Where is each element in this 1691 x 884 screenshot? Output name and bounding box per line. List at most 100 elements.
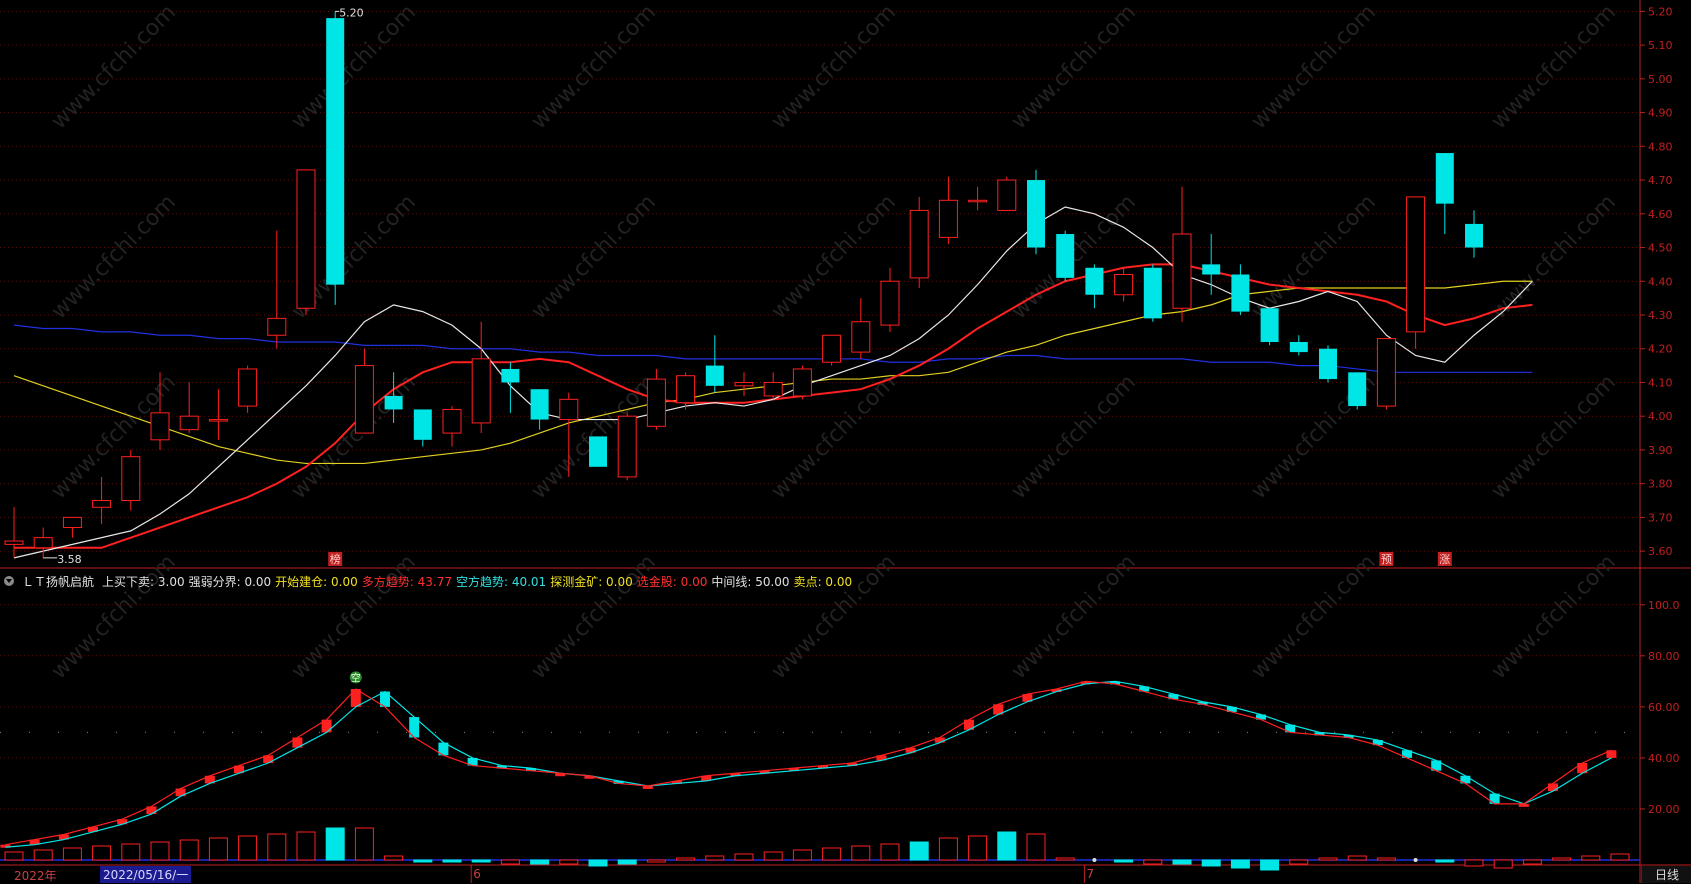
indicator-bar (1289, 859, 1309, 865)
trend-bar (993, 704, 1004, 715)
trend-bar (613, 780, 624, 784)
price-tick-label: 3.90 (1648, 444, 1673, 457)
trend-bar (555, 773, 566, 777)
watermark-text: www.cfchi.com (1487, 550, 1621, 684)
trend-bar (642, 785, 653, 789)
candle (530, 389, 549, 430)
candle-body (792, 368, 812, 397)
candle (734, 372, 754, 396)
candle-body (1376, 338, 1396, 407)
trend-bar (1402, 750, 1412, 758)
candle-body (150, 412, 170, 441)
indicator-param: 空方趋势: 40.01 (455, 574, 547, 589)
candle-body (589, 436, 607, 467)
candle (92, 476, 112, 525)
indicator-bar (1201, 859, 1221, 867)
indicator-bar (822, 847, 842, 861)
candle-body (1114, 274, 1134, 296)
indicator-bar (384, 855, 404, 861)
indicator-bar (997, 831, 1017, 861)
watermark-text: www.cfchi.com (527, 190, 661, 324)
candle (968, 186, 988, 211)
indicator-dot (1092, 858, 1097, 862)
candle (997, 176, 1017, 211)
price-tick-label: 4.30 (1648, 309, 1673, 322)
price-tick-label: 4.20 (1648, 343, 1673, 356)
candle-body (4, 540, 24, 545)
indicator-bar (325, 827, 345, 861)
indicator-axis: 100.0 80.00 60.00 40.00 20.00 (1640, 599, 1680, 816)
candle (1435, 153, 1454, 235)
trend-bar (29, 839, 40, 845)
candle-body (471, 358, 491, 424)
candle (442, 406, 462, 447)
candle (617, 412, 637, 481)
indicator-tick-label: 40.00 (1648, 752, 1680, 765)
candle (4, 507, 24, 558)
candle-body (1056, 234, 1075, 278)
indicator-bar (296, 831, 316, 861)
indicator-tick-label: 60.00 (1648, 701, 1680, 714)
collapse-icon[interactable] (4, 576, 14, 586)
indicator-bar (1581, 855, 1601, 861)
trend-bar (847, 763, 858, 767)
indicator-bar (471, 859, 491, 863)
trend-bar (1606, 750, 1617, 758)
indicator-legend: ＬＴ扬帆启航 上买下卖: 3.00 强弱分界: 0.00 开始建仓: 0.00 多方趋… (0, 571, 860, 591)
candle-body (267, 317, 287, 336)
candle-body (208, 419, 228, 422)
candle (238, 365, 258, 413)
trend-bar (701, 775, 712, 781)
price-tick-label: 4.40 (1648, 275, 1673, 288)
indicator-bar (559, 859, 579, 865)
indicator-bar (851, 845, 871, 861)
candle-body (968, 199, 988, 203)
indicator-bar (208, 837, 228, 861)
trend-bar (730, 773, 741, 777)
candle-body (617, 415, 637, 478)
signal-marker: 涨 (1439, 553, 1450, 566)
trend-bar (1460, 775, 1471, 784)
candle-body (384, 395, 403, 410)
indicator-bar (1610, 853, 1630, 861)
candle (1172, 186, 1192, 322)
candle-body (442, 408, 462, 434)
watermark-text: www.cfchi.com (1247, 0, 1381, 134)
candle (326, 11, 345, 305)
candle (1143, 264, 1162, 322)
trend-bar (292, 737, 303, 748)
indicator-name[interactable]: ＬＴ扬帆启航 (22, 574, 95, 589)
candle-body (1348, 372, 1367, 407)
candle (1406, 196, 1426, 349)
candle-body (559, 398, 579, 421)
signal-marker-bg (1379, 552, 1394, 566)
trend-bar (438, 742, 449, 756)
candle-body (851, 321, 871, 353)
month-label: 6 (473, 867, 481, 881)
period-selector[interactable]: 日线 (1641, 866, 1691, 883)
trend-bar (350, 688, 361, 707)
candle-body (238, 368, 258, 407)
indicator-bar (646, 859, 666, 863)
high-annotation: 5.20 (339, 6, 364, 19)
price-tick-label: 5.20 (1648, 5, 1673, 18)
price-tick-label: 5.00 (1648, 73, 1673, 86)
candle (822, 334, 842, 366)
candle-body (1172, 233, 1192, 309)
price-tick-label: 3.70 (1648, 511, 1673, 524)
candle (179, 382, 199, 434)
watermark-text: www.cfchi.com (47, 0, 181, 134)
indicator-bar (1260, 859, 1280, 871)
indicator-bar (938, 837, 958, 861)
signal-marker: 榜 (330, 552, 341, 566)
indicator-bar (1026, 833, 1046, 861)
trend-bar (1080, 681, 1091, 685)
price-tick-label: 4.00 (1648, 410, 1673, 423)
candle (646, 368, 666, 430)
empty-signal-bg (349, 671, 362, 684)
trend-bar (1051, 688, 1062, 692)
trend-bar (1372, 740, 1383, 746)
candle (121, 449, 141, 511)
candle (705, 335, 724, 393)
